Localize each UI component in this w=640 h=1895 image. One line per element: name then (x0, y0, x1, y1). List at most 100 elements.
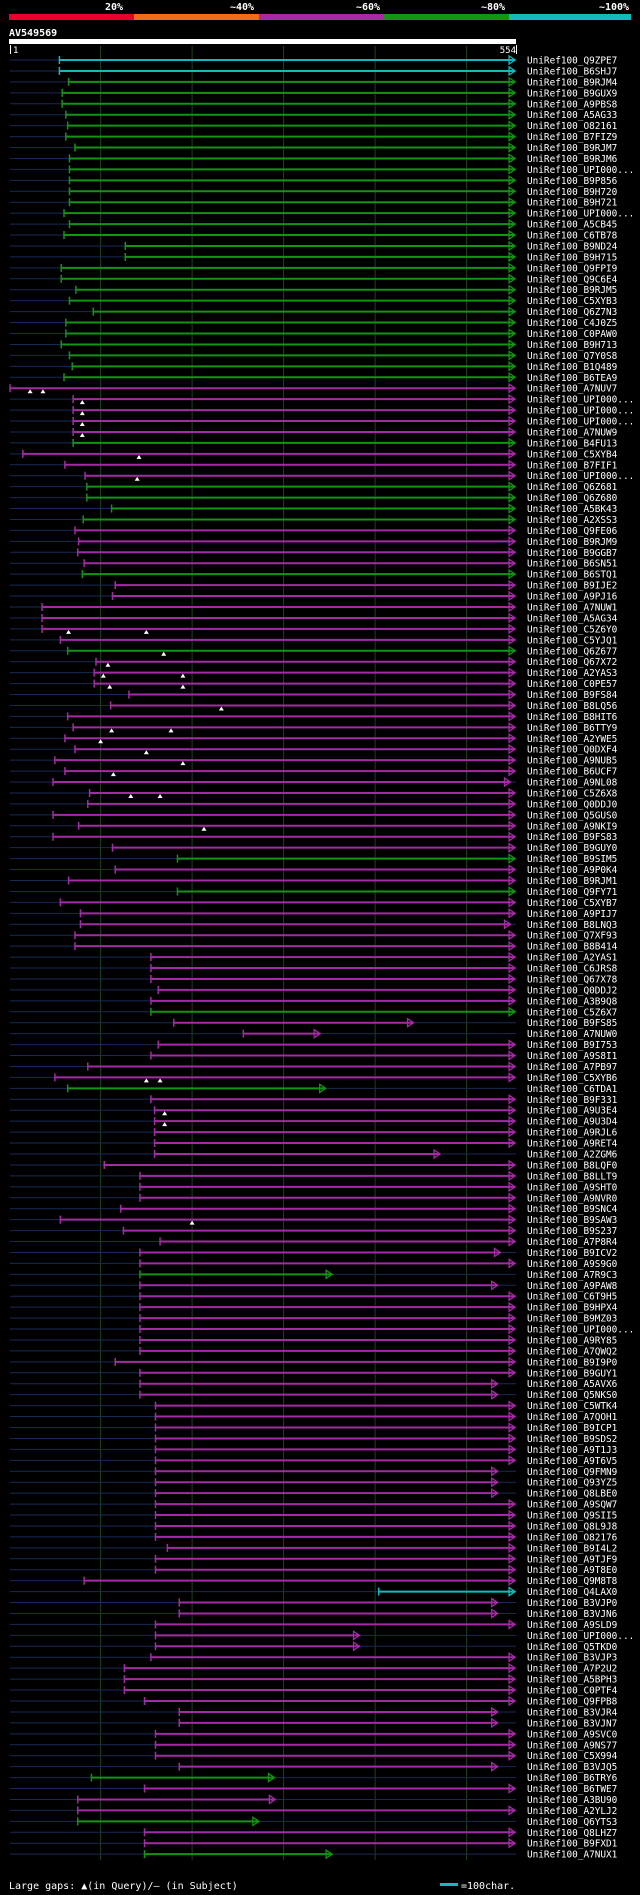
hit-row[interactable]: UniRef100_B7FIF1 (10, 459, 618, 471)
hit-row[interactable]: UniRef100_B9MZ03 (10, 1312, 617, 1325)
hit-label[interactable]: UniRef100_A2ZGM6 (527, 1150, 618, 1161)
hit-label[interactable]: UniRef100_A9SLD9 (527, 1620, 618, 1631)
hit-row[interactable]: UniRef100_B9H720 (10, 186, 618, 198)
hit-row[interactable]: UniRef100_B9I4L2 (10, 1542, 617, 1554)
hit-label[interactable]: UniRef100_Q6YTS3 (527, 1817, 617, 1828)
hit-label[interactable]: UniRef100_A9PIJ7 (527, 909, 617, 920)
hit-label[interactable]: UniRef100_A7P8R4 (527, 1237, 618, 1248)
hit-label[interactable]: UniRef100_A7NUW1 (527, 603, 618, 614)
hit-row[interactable]: UniRef100_B9IJE2 (10, 579, 617, 592)
hit-row[interactable]: UniRef100_A9S9G0 (10, 1258, 618, 1270)
hit-label[interactable]: UniRef100_C6TDA1 (527, 1084, 618, 1095)
hit-label[interactable]: UniRef100_C0PTF4 (527, 1686, 618, 1697)
hit-row[interactable]: UniRef100_A9T6V5 (10, 1455, 617, 1467)
hit-label[interactable]: UniRef100_C5YJQ1 (527, 635, 618, 646)
hit-label[interactable]: UniRef100_B9GUY1 (527, 1368, 618, 1379)
hit-row[interactable]: UniRef100_C5XYB3 (10, 295, 617, 307)
hit-label[interactable]: UniRef100_UPI000... (527, 417, 634, 428)
hit-row[interactable]: UniRef100_A7NUV7 (9, 382, 617, 395)
hit-row[interactable]: UniRef100_B6UCF7 (10, 765, 617, 778)
hit-label[interactable]: UniRef100_A5AVX6 (527, 1379, 618, 1390)
hit-label[interactable]: UniRef100_Q4LAX0 (527, 1587, 618, 1598)
hit-label[interactable]: UniRef100_A7QWQ2 (527, 1346, 617, 1357)
hit-label[interactable]: UniRef100_B3VJN6 (527, 1609, 618, 1620)
hit-label[interactable]: UniRef100_B9RJM5 (527, 285, 617, 296)
hit-label[interactable]: UniRef100_Q67X72 (527, 657, 617, 668)
hit-row[interactable]: UniRef100_A9TJF9 (10, 1553, 618, 1565)
hit-label[interactable]: UniRef100_C5WTK4 (527, 1401, 618, 1412)
hit-row[interactable]: UniRef100_Q6Z677 (10, 645, 617, 657)
hit-label[interactable]: UniRef100_B9SDS2 (527, 1434, 617, 1445)
hit-row[interactable]: UniRef100_B9RJM7 (10, 142, 617, 154)
hit-row[interactable]: UniRef100_Q6YTS3 (10, 1816, 617, 1828)
hit-row[interactable]: UniRef100_Q67X72 (10, 656, 617, 668)
hit-label[interactable]: UniRef100_UPI000... (527, 471, 634, 482)
hit-row[interactable]: UniRef100_Q5TKD0 (10, 1641, 618, 1653)
hit-label[interactable]: UniRef100_B9RJM1 (527, 876, 618, 887)
hit-label[interactable]: UniRef100_A9PAW8 (527, 1281, 618, 1292)
hit-row[interactable]: UniRef100_Q5NKS0 (10, 1389, 618, 1401)
hit-row[interactable]: UniRef100_Q7XF93 (10, 929, 617, 942)
hit-label[interactable]: UniRef100_B6TRY6 (527, 1773, 618, 1784)
hit-row[interactable]: UniRef100_C6JRS8 (10, 962, 618, 975)
hit-label[interactable]: UniRef100_Q9FE06 (527, 526, 618, 537)
hit-row[interactable]: UniRef100_A9PAW8 (10, 1280, 618, 1292)
hit-row[interactable]: UniRef100_C0PTF4 (10, 1684, 618, 1697)
hit-row[interactable]: UniRef100_B8LNQ3 (10, 919, 617, 931)
hit-row[interactable]: UniRef100_B9I753 (10, 1039, 617, 1051)
hit-row[interactable]: UniRef100_B6SN51 (10, 558, 618, 570)
hit-row[interactable]: UniRef100_B9H713 (10, 339, 617, 351)
hit-row[interactable]: UniRef100_B9GUY0 (10, 842, 618, 854)
hit-label[interactable]: UniRef100_A7NUW0 (527, 1029, 618, 1040)
hit-label[interactable]: UniRef100_A9SQW7 (527, 1500, 617, 1511)
hit-label[interactable]: UniRef100_B7FIZ9 (527, 132, 618, 143)
hit-row[interactable]: UniRef100_A9NS77 (10, 1739, 617, 1751)
hit-row[interactable]: UniRef100_A5AG33 (10, 109, 617, 121)
hit-row[interactable]: UniRef100_B6TTY9 (10, 722, 618, 734)
hit-label[interactable]: UniRef100_B9ICV2 (527, 1248, 617, 1259)
hit-row[interactable]: UniRef100_Q7Y0S8 (10, 350, 618, 362)
hit-label[interactable]: UniRef100_B9H720 (527, 187, 618, 198)
hit-row[interactable]: UniRef100_B1Q489 (10, 361, 618, 373)
hit-label[interactable]: UniRef100_Q9FPB8 (527, 1697, 618, 1708)
hit-row[interactable]: UniRef100_B6TWE7 (10, 1783, 617, 1795)
hit-label[interactable]: UniRef100_A7NUX1 (527, 1850, 618, 1861)
hit-row[interactable]: UniRef100_A9RY85 (10, 1334, 617, 1346)
hit-row[interactable]: UniRef100_A2YAS1 (10, 951, 618, 964)
hit-row[interactable]: UniRef100_UPI000... (10, 207, 634, 220)
hit-row[interactable]: UniRef100_UPI000... (10, 1323, 634, 1336)
hit-label[interactable]: UniRef100_Q9SII5 (527, 1511, 617, 1522)
hit-label[interactable]: UniRef100_B1Q489 (527, 362, 618, 373)
hit-row[interactable]: UniRef100_A9U3D4 (10, 1115, 618, 1128)
hit-label[interactable]: UniRef100_A9RY85 (527, 1335, 617, 1346)
hit-label[interactable]: UniRef100_B9I4L2 (527, 1543, 617, 1554)
hit-label[interactable]: UniRef100_A9RJL6 (527, 1128, 618, 1139)
hit-label[interactable]: UniRef100_B9HPX4 (527, 1303, 618, 1314)
hit-label[interactable]: UniRef100_A9NS77 (527, 1740, 617, 1751)
hit-row[interactable]: UniRef100_Q9FMN9 (10, 1466, 618, 1478)
hit-label[interactable]: UniRef100_A7QOH1 (527, 1412, 618, 1423)
hit-label[interactable]: UniRef100_A9PJ16 (527, 592, 618, 603)
hit-label[interactable]: UniRef100_B9SNC4 (527, 1204, 618, 1215)
hit-label[interactable]: UniRef100_B9GUY0 (527, 843, 618, 854)
hit-label[interactable]: UniRef100_A9TJF9 (527, 1554, 618, 1565)
hit-label[interactable]: UniRef100_A5BK43 (527, 504, 617, 515)
hit-row[interactable]: UniRef100_B6SHJ7 (10, 65, 617, 77)
hit-row[interactable]: UniRef100_B3VJR4 (10, 1706, 618, 1718)
hit-row[interactable]: UniRef100_B9F331 (10, 1094, 618, 1106)
hit-label[interactable]: UniRef100_Q5GUS0 (527, 810, 618, 821)
hit-row[interactable]: UniRef100_A9U3E4 (10, 1105, 618, 1117)
hit-label[interactable]: UniRef100_A9U3E4 (527, 1106, 618, 1117)
hit-row[interactable]: UniRef100_B9RJM5 (10, 284, 617, 296)
hit-row[interactable]: UniRef100_A9P0K4 (10, 864, 618, 876)
hit-label[interactable]: UniRef100_A2YAS1 (527, 953, 618, 964)
hit-row[interactable]: UniRef100_Q8LBE0 (10, 1487, 618, 1500)
hit-label[interactable]: UniRef100_B3VJQ5 (527, 1762, 617, 1773)
hit-row[interactable]: UniRef100_B9SDS2 (10, 1433, 617, 1445)
hit-label[interactable]: UniRef100_A9S9G0 (527, 1259, 618, 1270)
hit-label[interactable]: UniRef100_C6TB78 (527, 231, 618, 242)
hit-row[interactable]: UniRef100_A7QOH1 (10, 1411, 618, 1423)
hit-label[interactable]: UniRef100_B9SIM5 (527, 854, 617, 865)
hit-label[interactable]: UniRef100_Q93YZ5 (527, 1478, 617, 1489)
hit-label[interactable]: UniRef100_B9H721 (527, 198, 618, 209)
